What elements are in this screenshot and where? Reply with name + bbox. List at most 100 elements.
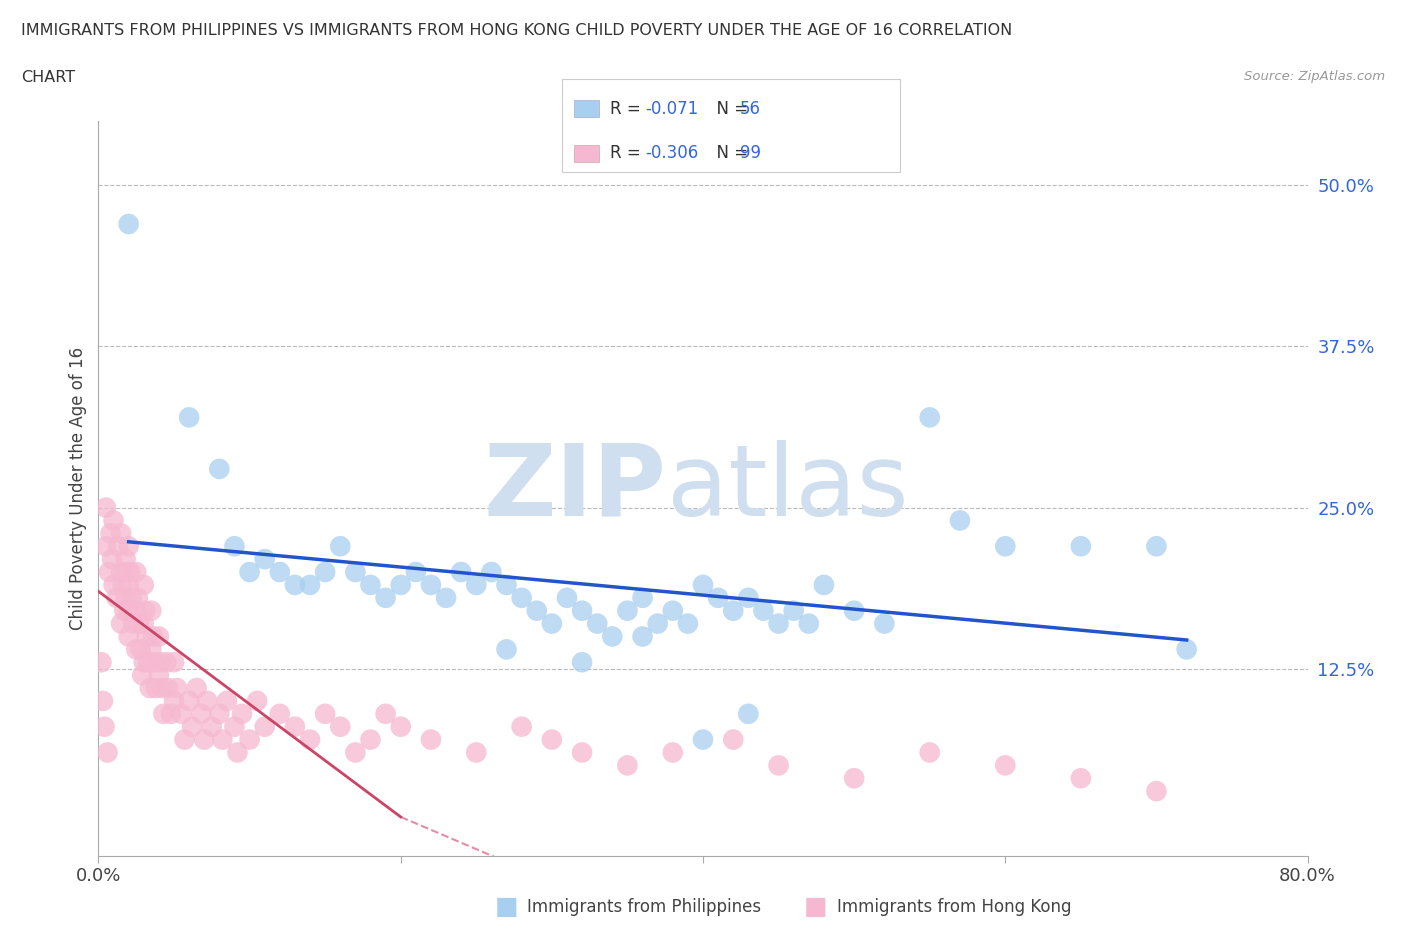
Point [173, 732, 195, 747]
Point [269, 565, 291, 579]
Point [125, 604, 148, 618]
Point [246, 694, 269, 709]
Point [156, 681, 179, 696]
Point [737, 707, 759, 722]
Point [420, 578, 443, 592]
Text: 99: 99 [740, 144, 761, 163]
Point [844, 604, 866, 618]
Point [93, 719, 115, 734]
Point [374, 707, 396, 722]
Point [918, 745, 941, 760]
Point [190, 707, 212, 722]
Point [101, 551, 124, 566]
Point [139, 681, 162, 696]
Point [134, 604, 156, 618]
Point [110, 526, 132, 541]
Point [360, 732, 382, 747]
Point [181, 719, 204, 734]
Point [797, 617, 820, 631]
Point [918, 410, 941, 425]
Point [631, 629, 654, 644]
Point [844, 771, 866, 786]
Point [163, 655, 186, 670]
Point [90, 655, 112, 670]
Point [105, 591, 128, 605]
Point [94, 500, 117, 515]
Point [160, 707, 183, 722]
Point [389, 578, 412, 592]
Point [783, 604, 806, 618]
Text: IMMIGRANTS FROM PHILIPPINES VS IMMIGRANTS FROM HONG KONG CHILD POVERTY UNDER THE: IMMIGRANTS FROM PHILIPPINES VS IMMIGRANT… [21, 23, 1012, 38]
Text: -0.306: -0.306 [645, 144, 699, 163]
Point [186, 681, 208, 696]
Point [389, 719, 412, 734]
Point [253, 551, 276, 566]
Point [360, 578, 382, 592]
Point [707, 591, 730, 605]
Point [616, 758, 638, 773]
Point [132, 655, 155, 670]
Point [949, 513, 972, 528]
Point [114, 551, 136, 566]
Point [481, 565, 503, 579]
Point [344, 745, 367, 760]
Point [103, 578, 125, 592]
Point [284, 578, 307, 592]
Point [571, 745, 593, 760]
Point [465, 745, 488, 760]
Point [661, 745, 683, 760]
Point [495, 578, 517, 592]
Point [152, 707, 174, 722]
Point [465, 578, 488, 592]
Point [737, 591, 759, 605]
Text: ■: ■ [495, 895, 517, 919]
Point [166, 681, 188, 696]
Point [374, 591, 396, 605]
Point [616, 604, 638, 618]
Point [143, 655, 166, 670]
Point [571, 604, 593, 618]
Point [1070, 771, 1092, 786]
Point [148, 668, 170, 683]
Text: 56: 56 [740, 100, 761, 118]
Point [344, 565, 367, 579]
Point [121, 591, 143, 605]
Point [148, 629, 170, 644]
Point [994, 758, 1017, 773]
Text: ■: ■ [804, 895, 827, 919]
Point [132, 617, 155, 631]
Point [631, 591, 654, 605]
Point [510, 719, 533, 734]
Point [239, 732, 262, 747]
Point [122, 617, 145, 631]
Point [211, 732, 233, 747]
Text: R =: R = [610, 144, 647, 163]
Text: N =: N = [706, 100, 754, 118]
Point [284, 719, 307, 734]
Text: Source: ZipAtlas.com: Source: ZipAtlas.com [1244, 70, 1385, 83]
Point [873, 617, 896, 631]
Point [107, 538, 129, 553]
Point [110, 565, 132, 579]
Point [179, 410, 201, 425]
Point [994, 538, 1017, 553]
Point [526, 604, 548, 618]
Point [239, 565, 262, 579]
Point [118, 629, 141, 644]
Point [647, 617, 669, 631]
Text: N =: N = [706, 144, 754, 163]
Point [103, 513, 125, 528]
Point [125, 642, 148, 657]
Point [692, 578, 714, 592]
Point [94, 538, 117, 553]
Point [226, 745, 249, 760]
Point [405, 565, 427, 579]
Point [450, 565, 472, 579]
Point [676, 617, 699, 631]
Text: Immigrants from Philippines: Immigrants from Philippines [527, 897, 762, 916]
Point [155, 655, 177, 670]
Point [150, 681, 173, 696]
Point [723, 604, 745, 618]
Point [128, 617, 150, 631]
Point [661, 604, 683, 618]
